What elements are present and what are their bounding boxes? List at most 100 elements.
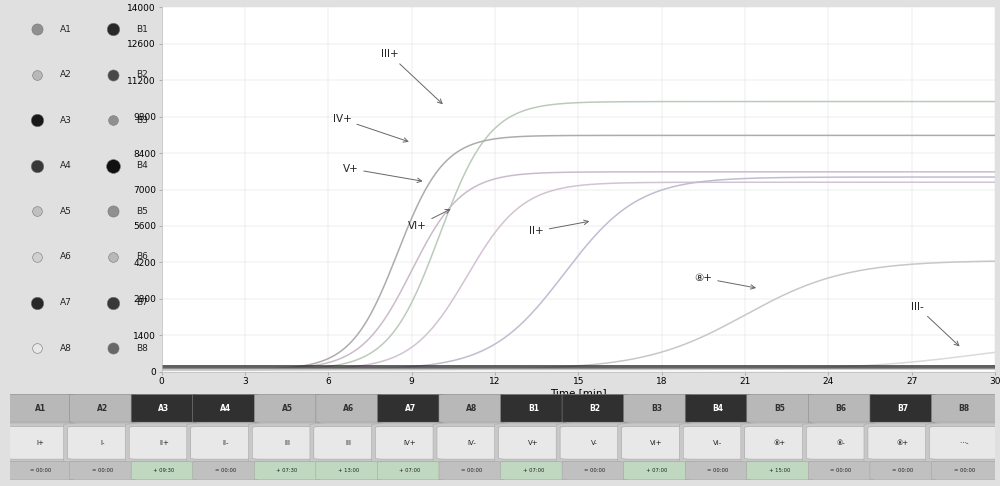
FancyBboxPatch shape xyxy=(248,424,326,462)
FancyBboxPatch shape xyxy=(929,427,999,459)
Text: A1: A1 xyxy=(60,25,72,34)
FancyBboxPatch shape xyxy=(501,394,566,422)
FancyBboxPatch shape xyxy=(433,424,510,462)
FancyBboxPatch shape xyxy=(191,427,260,459)
FancyBboxPatch shape xyxy=(316,394,381,422)
Text: A8: A8 xyxy=(466,404,477,413)
FancyBboxPatch shape xyxy=(70,462,135,480)
Text: + 09:30: + 09:30 xyxy=(153,468,175,473)
FancyBboxPatch shape xyxy=(622,427,691,459)
FancyBboxPatch shape xyxy=(70,394,135,422)
FancyBboxPatch shape xyxy=(562,462,628,480)
Text: ⑧+: ⑧+ xyxy=(897,440,909,446)
FancyBboxPatch shape xyxy=(316,462,381,480)
FancyBboxPatch shape xyxy=(310,424,387,462)
FancyBboxPatch shape xyxy=(618,424,695,462)
Text: V+: V+ xyxy=(528,440,539,446)
Text: II+: II+ xyxy=(159,440,169,446)
Text: IV-: IV- xyxy=(467,440,476,446)
FancyBboxPatch shape xyxy=(560,427,630,459)
Text: ⑧+: ⑧+ xyxy=(694,273,755,289)
FancyBboxPatch shape xyxy=(926,424,1000,462)
FancyBboxPatch shape xyxy=(931,462,997,480)
Text: = 00:00: = 00:00 xyxy=(215,468,236,473)
Text: VI-: VI- xyxy=(713,440,723,446)
Text: A6: A6 xyxy=(60,252,72,261)
Text: VI+: VI+ xyxy=(650,440,663,446)
FancyBboxPatch shape xyxy=(314,427,383,459)
FancyBboxPatch shape xyxy=(439,394,504,422)
FancyBboxPatch shape xyxy=(254,462,320,480)
Text: + 13:00: + 13:00 xyxy=(338,468,359,473)
Text: III: III xyxy=(346,440,352,446)
Text: = 00:00: = 00:00 xyxy=(584,468,605,473)
FancyBboxPatch shape xyxy=(624,394,689,422)
FancyBboxPatch shape xyxy=(193,462,258,480)
FancyBboxPatch shape xyxy=(8,394,74,422)
Text: = 00:00: = 00:00 xyxy=(92,468,113,473)
X-axis label: Time [min]: Time [min] xyxy=(550,388,607,398)
FancyBboxPatch shape xyxy=(131,462,197,480)
Text: III+: III+ xyxy=(381,49,442,104)
FancyBboxPatch shape xyxy=(741,424,818,462)
Text: + 15:00: + 15:00 xyxy=(769,468,790,473)
Text: III: III xyxy=(284,440,290,446)
FancyBboxPatch shape xyxy=(683,427,753,459)
Text: V-: V- xyxy=(591,440,598,446)
Text: III-: III- xyxy=(911,302,959,346)
FancyBboxPatch shape xyxy=(808,394,874,422)
FancyBboxPatch shape xyxy=(868,427,937,459)
Text: B3: B3 xyxy=(651,404,662,413)
Text: A1: A1 xyxy=(35,404,46,413)
Text: VI+: VI+ xyxy=(408,209,450,231)
FancyBboxPatch shape xyxy=(685,462,751,480)
FancyBboxPatch shape xyxy=(562,394,628,422)
FancyBboxPatch shape xyxy=(808,462,874,480)
Text: A2: A2 xyxy=(97,404,108,413)
FancyBboxPatch shape xyxy=(129,427,199,459)
FancyBboxPatch shape xyxy=(375,427,445,459)
Text: B5: B5 xyxy=(136,207,148,216)
FancyBboxPatch shape xyxy=(371,424,449,462)
Text: A5: A5 xyxy=(282,404,293,413)
Text: = 00:00: = 00:00 xyxy=(954,468,975,473)
FancyBboxPatch shape xyxy=(870,394,935,422)
Text: B6: B6 xyxy=(836,404,847,413)
Text: A8: A8 xyxy=(60,344,72,353)
Text: + 07:00: + 07:00 xyxy=(646,468,667,473)
Text: A7: A7 xyxy=(60,298,72,307)
Text: A4: A4 xyxy=(60,161,72,171)
Text: B2: B2 xyxy=(136,70,148,79)
FancyBboxPatch shape xyxy=(745,427,814,459)
Text: B8: B8 xyxy=(136,344,148,353)
Text: II-: II- xyxy=(222,440,229,446)
FancyBboxPatch shape xyxy=(806,427,876,459)
Text: A6: A6 xyxy=(343,404,354,413)
FancyBboxPatch shape xyxy=(931,394,997,422)
Text: ⑧+: ⑧+ xyxy=(773,440,786,446)
Text: A5: A5 xyxy=(60,207,72,216)
Text: = 00:00: = 00:00 xyxy=(30,468,51,473)
Text: B5: B5 xyxy=(774,404,785,413)
FancyBboxPatch shape xyxy=(556,424,634,462)
FancyBboxPatch shape xyxy=(499,427,568,459)
Text: + 07:30: + 07:30 xyxy=(276,468,298,473)
FancyBboxPatch shape xyxy=(802,424,880,462)
FancyBboxPatch shape xyxy=(864,424,941,462)
FancyBboxPatch shape xyxy=(254,394,320,422)
Text: B6: B6 xyxy=(136,252,148,261)
Text: B4: B4 xyxy=(712,404,723,413)
Text: B4: B4 xyxy=(136,161,148,171)
Text: II+: II+ xyxy=(529,220,588,236)
FancyBboxPatch shape xyxy=(437,427,506,459)
FancyBboxPatch shape xyxy=(8,462,74,480)
Text: B2: B2 xyxy=(589,404,600,413)
Text: B7: B7 xyxy=(897,404,908,413)
Text: A2: A2 xyxy=(60,70,72,79)
Text: IV+: IV+ xyxy=(333,114,408,142)
FancyBboxPatch shape xyxy=(377,462,443,480)
FancyBboxPatch shape xyxy=(439,462,504,480)
Text: + 07:00: + 07:00 xyxy=(399,468,421,473)
FancyBboxPatch shape xyxy=(68,427,137,459)
FancyBboxPatch shape xyxy=(187,424,264,462)
